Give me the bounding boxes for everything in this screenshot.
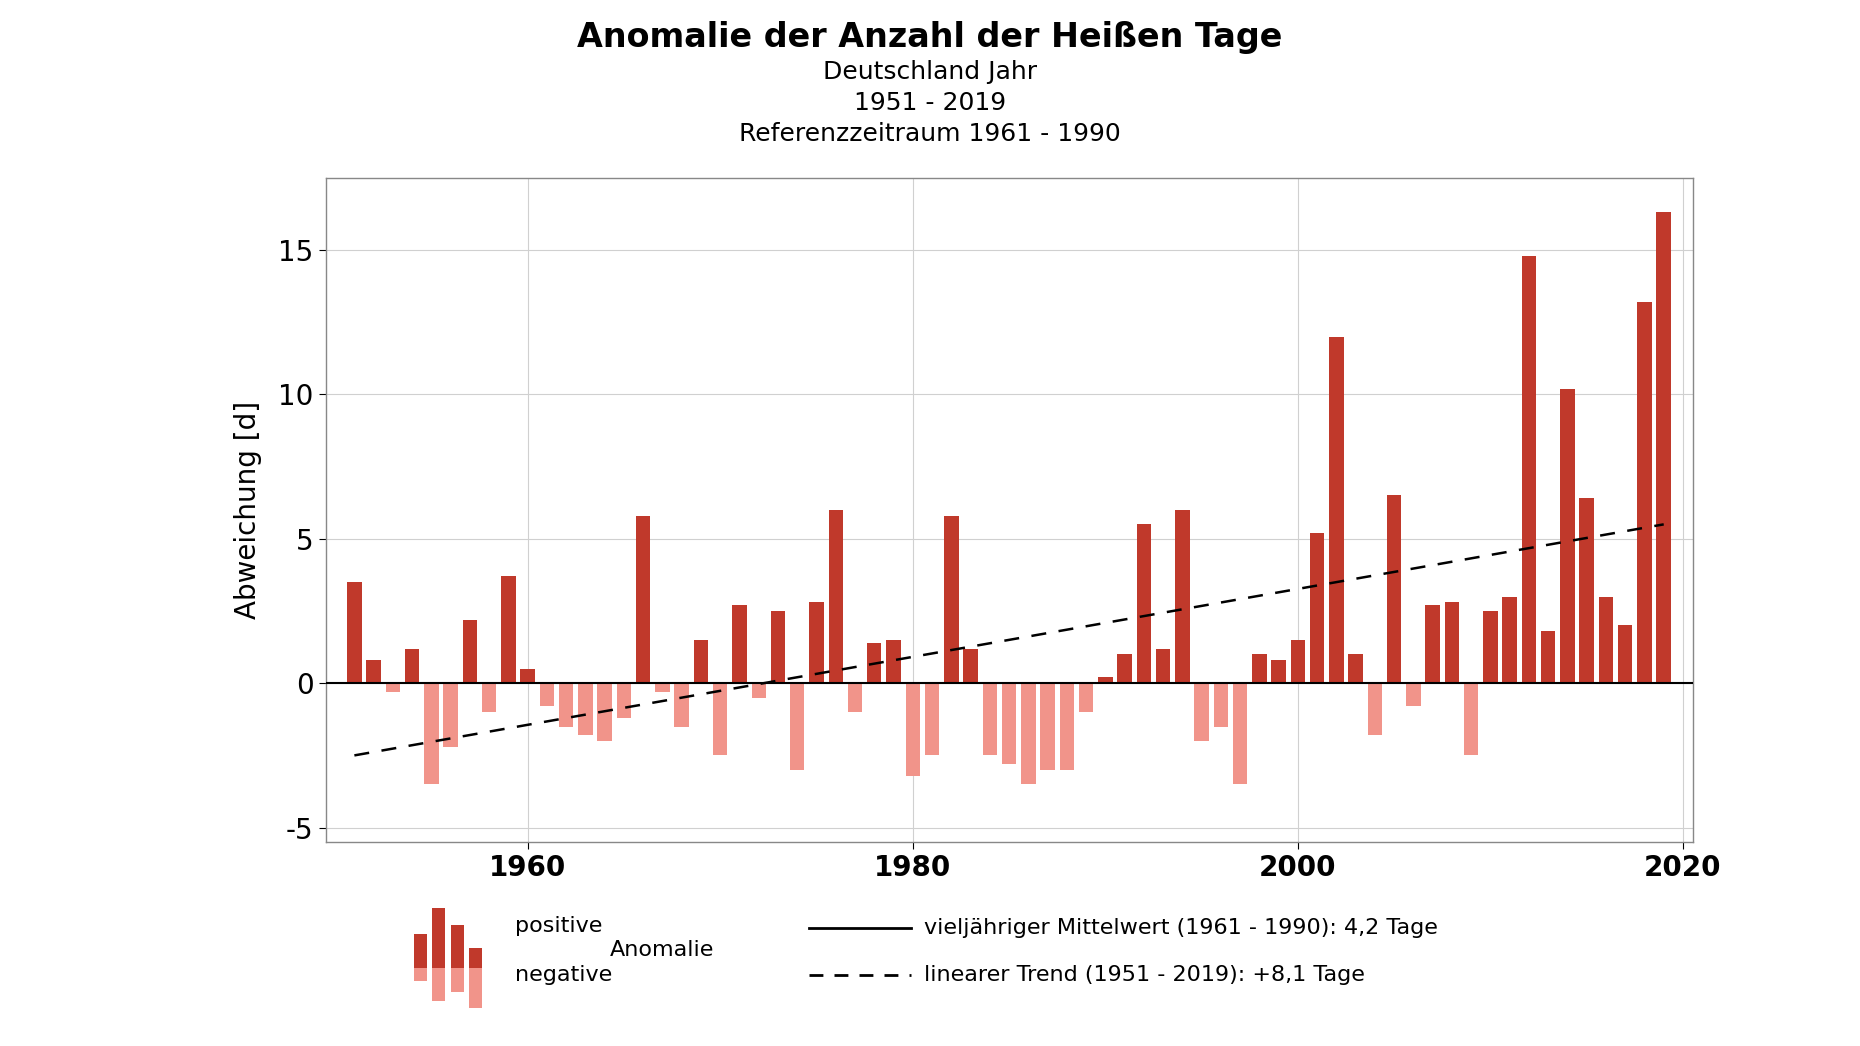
Bar xyxy=(539,683,554,706)
Bar xyxy=(1367,683,1382,735)
Text: Referenzzeitraum 1961 - 1990: Referenzzeitraum 1961 - 1990 xyxy=(738,122,1122,146)
Bar xyxy=(432,908,445,968)
Y-axis label: Abweichung [d]: Abweichung [d] xyxy=(234,401,262,619)
Bar xyxy=(733,606,746,683)
Bar xyxy=(618,683,631,718)
Bar xyxy=(450,925,463,968)
Bar xyxy=(450,968,463,992)
Bar xyxy=(1521,256,1536,683)
Bar xyxy=(945,516,958,683)
Bar xyxy=(1060,683,1073,770)
Text: 1951 - 2019: 1951 - 2019 xyxy=(854,91,1006,115)
Bar xyxy=(1040,683,1055,770)
Bar xyxy=(1464,683,1479,755)
Text: vieljähriger Mittelwert (1961 - 1990): 4,2 Tage: vieljähriger Mittelwert (1961 - 1990): 4… xyxy=(924,917,1438,938)
Bar xyxy=(906,683,921,776)
Bar xyxy=(1503,596,1518,683)
Bar xyxy=(1213,683,1228,727)
Bar xyxy=(963,649,978,683)
Bar xyxy=(751,683,766,698)
Bar xyxy=(1561,389,1575,683)
Bar xyxy=(790,683,805,770)
Bar xyxy=(770,611,785,683)
Bar xyxy=(694,640,709,683)
Bar xyxy=(1445,602,1458,683)
Text: Anomalie der Anzahl der Heißen Tage: Anomalie der Anzahl der Heißen Tage xyxy=(577,21,1283,54)
Bar xyxy=(443,683,458,747)
Bar xyxy=(1482,611,1497,683)
Bar xyxy=(828,509,843,683)
Bar xyxy=(424,683,439,784)
Bar xyxy=(809,602,824,683)
Bar xyxy=(1657,212,1670,683)
Text: Anomalie: Anomalie xyxy=(610,939,714,960)
Bar xyxy=(366,660,381,683)
Bar xyxy=(1637,302,1652,683)
Bar xyxy=(578,683,593,735)
Bar xyxy=(1118,655,1131,683)
Bar xyxy=(675,683,688,727)
Bar xyxy=(597,683,612,741)
Bar xyxy=(1233,683,1248,784)
Bar xyxy=(982,683,997,755)
Bar xyxy=(1540,631,1555,683)
Bar xyxy=(413,934,428,968)
Bar xyxy=(1079,683,1094,712)
Bar xyxy=(1388,496,1401,683)
Bar xyxy=(887,640,900,683)
Bar xyxy=(1600,596,1613,683)
Bar xyxy=(1021,683,1036,784)
Bar xyxy=(1291,640,1306,683)
Bar xyxy=(1194,683,1209,741)
Bar xyxy=(924,683,939,755)
Bar xyxy=(867,642,882,683)
Bar xyxy=(712,683,727,755)
Bar xyxy=(1309,533,1324,683)
Bar xyxy=(848,683,863,712)
Bar xyxy=(1003,683,1016,764)
Bar xyxy=(1406,683,1421,706)
Bar xyxy=(1425,606,1440,683)
Bar xyxy=(463,619,478,683)
Bar xyxy=(655,683,670,691)
Bar xyxy=(1579,498,1594,683)
Bar xyxy=(1097,678,1112,683)
Bar xyxy=(636,516,651,683)
Bar xyxy=(560,683,573,727)
Bar xyxy=(1618,626,1633,683)
Bar xyxy=(482,683,497,712)
Text: Deutschland Jahr: Deutschland Jahr xyxy=(822,60,1038,84)
Bar xyxy=(1176,509,1190,683)
Text: linearer Trend (1951 - 2019): +8,1 Tage: linearer Trend (1951 - 2019): +8,1 Tage xyxy=(924,964,1365,985)
Bar xyxy=(1155,649,1170,683)
Bar xyxy=(1348,655,1363,683)
Bar xyxy=(385,683,400,691)
Text: DWD: DWD xyxy=(1641,40,1698,60)
Text: negative: negative xyxy=(515,964,612,985)
Bar xyxy=(432,968,445,1001)
Bar xyxy=(405,649,419,683)
Bar xyxy=(500,576,515,683)
Bar xyxy=(469,968,482,1008)
Bar xyxy=(1330,337,1343,683)
Bar xyxy=(1272,660,1285,683)
Bar xyxy=(413,968,428,981)
Bar xyxy=(469,948,482,968)
Bar xyxy=(1136,524,1151,683)
Text: positive: positive xyxy=(515,915,603,936)
Bar xyxy=(348,583,361,683)
Bar xyxy=(521,668,536,683)
Bar xyxy=(1252,655,1267,683)
